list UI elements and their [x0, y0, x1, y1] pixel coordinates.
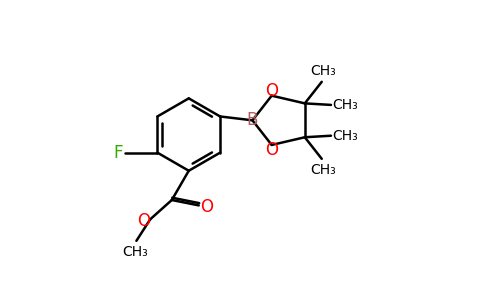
Text: CH₃: CH₃: [333, 129, 359, 143]
Text: O: O: [265, 141, 278, 159]
Text: O: O: [137, 212, 151, 230]
Text: O: O: [265, 82, 278, 100]
Text: B: B: [247, 111, 258, 129]
Text: CH₃: CH₃: [122, 244, 148, 259]
Text: O: O: [200, 198, 213, 216]
Text: CH₃: CH₃: [333, 98, 359, 112]
Text: F: F: [113, 144, 123, 162]
Text: CH₃: CH₃: [310, 163, 336, 177]
Text: CH₃: CH₃: [310, 64, 336, 78]
